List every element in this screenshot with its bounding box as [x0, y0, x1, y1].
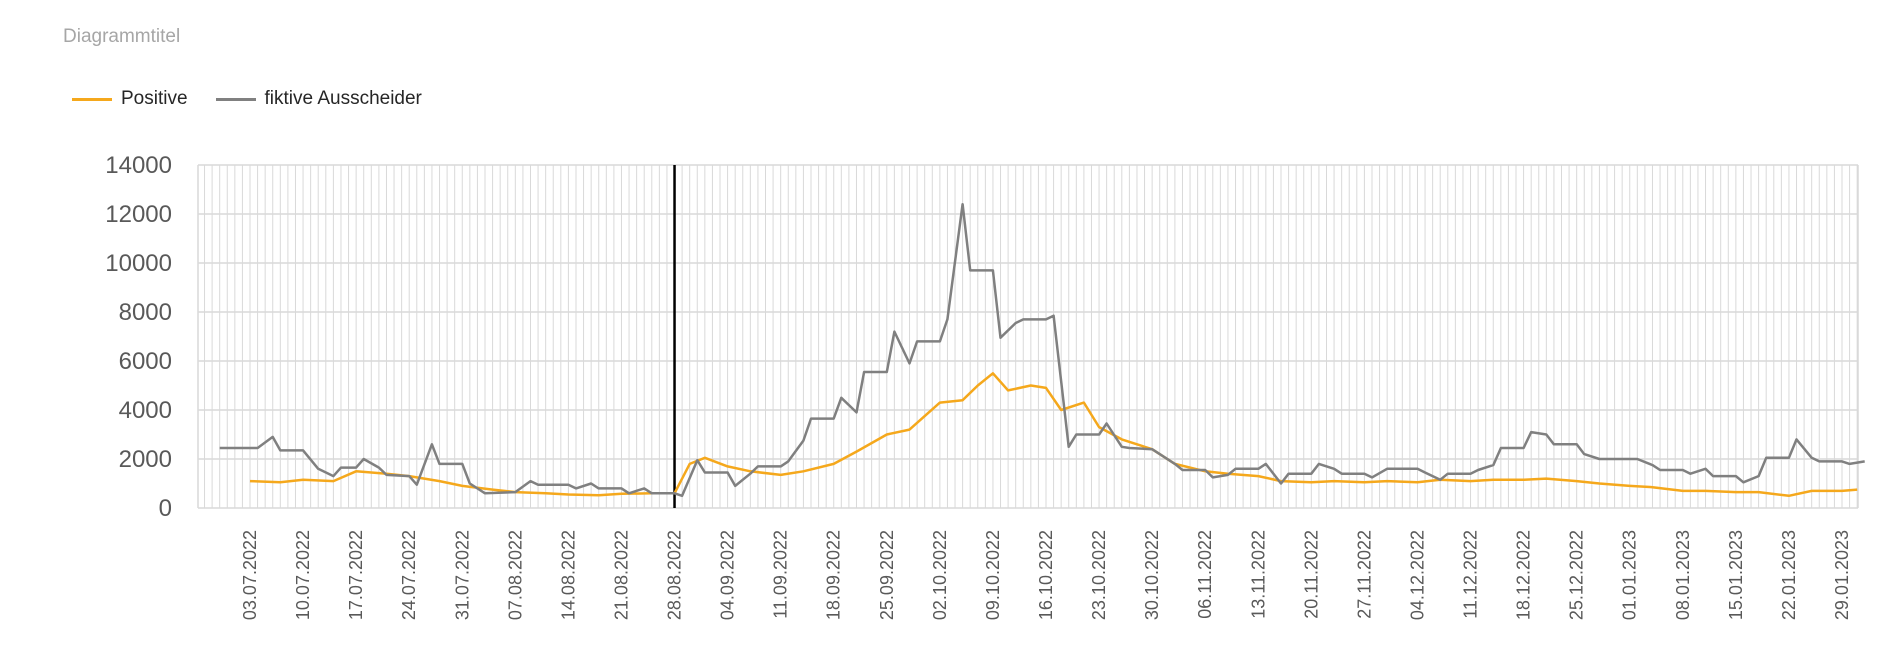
x-tick-label: 24.07.2022: [399, 530, 419, 620]
x-tick-label: 27.11.2022: [1354, 530, 1374, 619]
y-tick-label: 8000: [119, 299, 172, 326]
legend-swatch-positive: [72, 97, 112, 101]
x-tick-label: 18.09.2022: [824, 530, 844, 620]
legend-swatch-ausscheider: [215, 97, 256, 101]
legend: Positive fiktive Ausscheider: [72, 88, 450, 110]
x-tick-label: 21.08.2022: [611, 530, 631, 620]
series-line-positive: [249, 372, 1858, 498]
x-tick-label: 02.10.2022: [930, 530, 950, 620]
x-tick-label: 20.11.2022: [1301, 530, 1321, 619]
chart-title: Diagrammtitel: [63, 26, 181, 47]
x-tick-label: 18.12.2022: [1514, 530, 1534, 620]
x-tick-label: 22.01.2023: [1779, 530, 1799, 620]
x-tick-label: 14.08.2022: [558, 530, 578, 620]
x-tick-label: 07.08.2022: [505, 530, 525, 620]
x-tick-label: 13.11.2022: [1248, 530, 1268, 619]
x-tick-label: 01.01.2023: [1620, 530, 1640, 620]
x-tick-label: 29.01.2023: [1832, 530, 1852, 620]
x-tick-label: 04.09.2022: [718, 530, 738, 620]
y-tick-label: 2000: [119, 446, 172, 473]
x-tick-label: 16.10.2022: [1036, 530, 1056, 620]
x-tick-label: 11.09.2022: [771, 530, 791, 619]
y-tick-label: 4000: [119, 397, 172, 424]
x-tick-label: 03.07.2022: [240, 530, 260, 620]
x-tick-label: 17.07.2022: [346, 530, 366, 620]
legend-label-positive: Positive: [121, 88, 188, 109]
legend-item-positive: Positive: [72, 88, 188, 110]
x-tick-label: 31.07.2022: [452, 530, 472, 620]
x-tick-label: 28.08.2022: [665, 530, 685, 620]
x-tick-label: 15.01.2023: [1726, 530, 1746, 620]
x-tick-label: 30.10.2022: [1142, 530, 1162, 620]
x-tick-label: 23.10.2022: [1089, 530, 1109, 620]
y-tick-label: 6000: [119, 348, 172, 375]
y-tick-label: 0: [159, 495, 172, 522]
x-tick-label: 06.11.2022: [1195, 530, 1215, 619]
y-tick-label: 12000: [105, 201, 172, 228]
x-tick-label: 09.10.2022: [983, 530, 1003, 620]
y-tick-label: 10000: [105, 250, 172, 277]
legend-item-ausscheider: fiktive Ausscheider: [215, 88, 422, 110]
series-line-ausscheider: [219, 202, 1865, 498]
x-tick-label: 04.12.2022: [1407, 530, 1427, 620]
x-tick-label: 10.07.2022: [293, 530, 313, 620]
legend-label-ausscheider: fiktive Ausscheider: [264, 88, 422, 109]
x-tick-label: 08.01.2023: [1673, 530, 1693, 620]
y-tick-label: 14000: [105, 152, 172, 179]
x-tick-label: 25.12.2022: [1567, 530, 1587, 620]
x-tick-label: 11.12.2022: [1461, 530, 1481, 619]
x-tick-label: 25.09.2022: [877, 530, 897, 620]
